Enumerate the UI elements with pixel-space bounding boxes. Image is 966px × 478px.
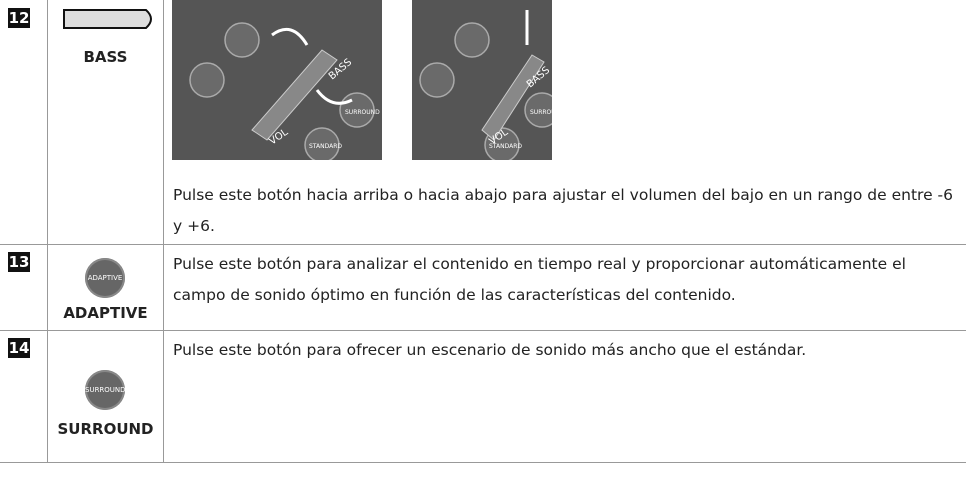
divider [0, 330, 966, 331]
button-icon: SURROUND [85, 370, 126, 410]
row-number: 13 [8, 252, 30, 272]
divider [47, 0, 48, 462]
row-number: 14 [8, 338, 30, 358]
divider [0, 462, 966, 463]
bass-button-icon [63, 9, 152, 29]
row-number: 12 [8, 8, 30, 28]
description: Pulse este botón para ofrecer un escenar… [173, 341, 807, 359]
illustration-label: SURROUND [345, 109, 380, 116]
illustration-label: SURROUND [530, 109, 552, 116]
illustration-label: STANDARD [309, 143, 342, 150]
button-label: SURROUND [57, 420, 154, 438]
description: Pulse este botón para analizar el conten… [173, 255, 906, 304]
illustration-label: STANDARD [489, 143, 522, 150]
button-label: ADAPTIVE [63, 304, 148, 322]
divider [163, 0, 164, 462]
button-label: BASS [83, 48, 128, 66]
divider [0, 244, 966, 245]
description: Pulse este botón hacia arriba o hacia ab… [173, 186, 953, 235]
button-icon: ADAPTIVE [85, 258, 125, 298]
remote-illustrations: VOL BASS SURROUND STANDARD VOL BASS SURR… [172, 0, 552, 160]
